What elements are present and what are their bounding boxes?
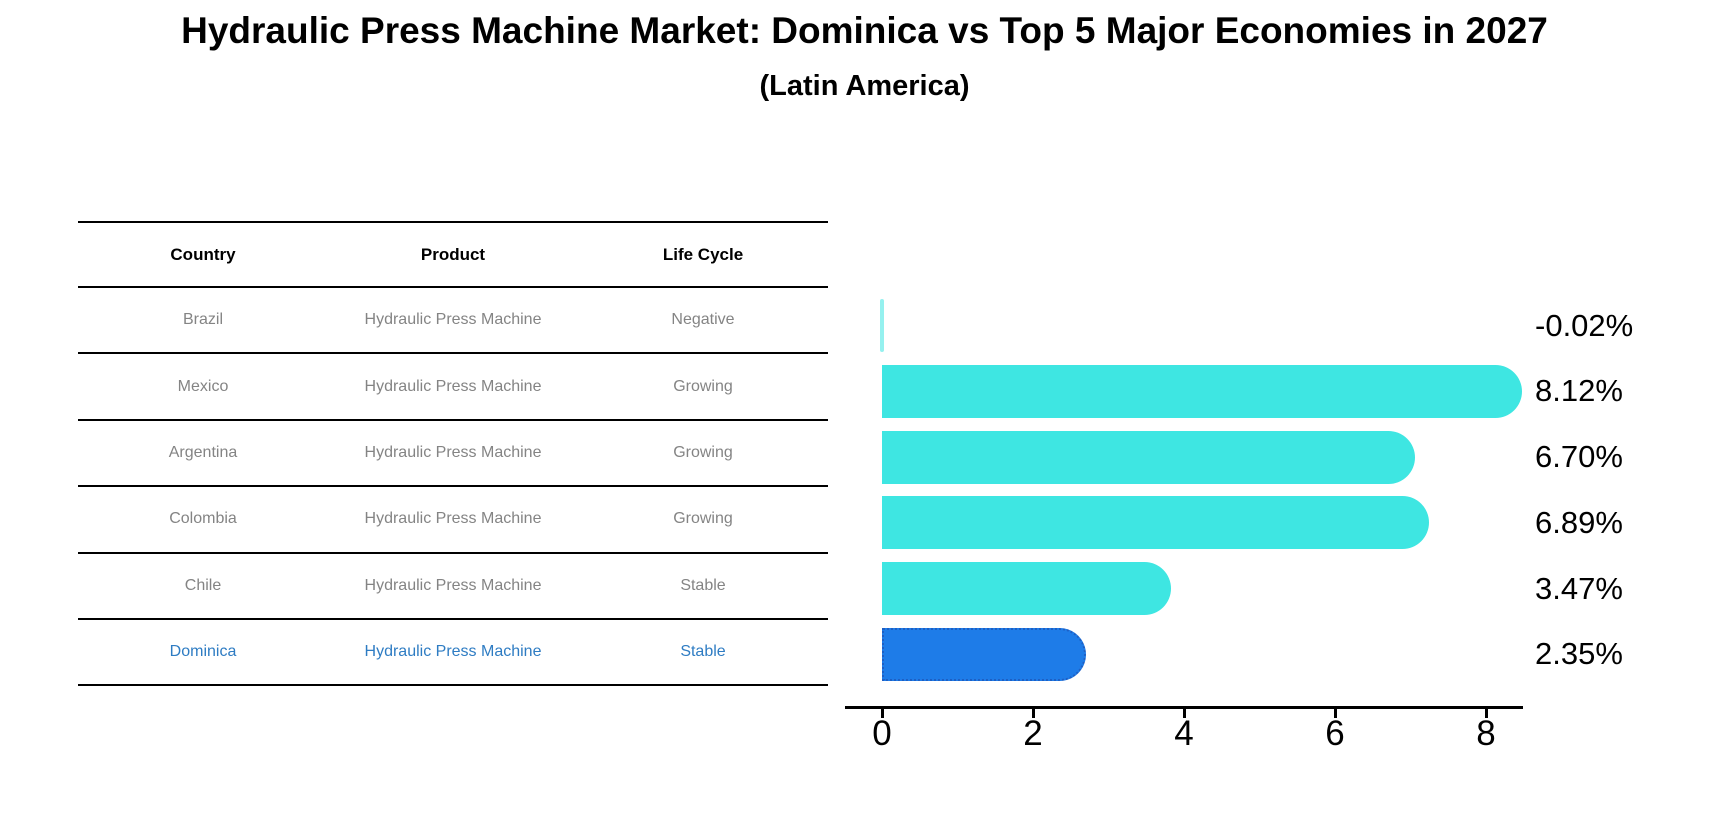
x-axis-tick-2 xyxy=(1031,709,1035,718)
table-row: Colombia Hydraulic Press Machine Growing xyxy=(78,486,828,553)
x-axis-line xyxy=(845,706,1523,709)
x-axis-tick-8 xyxy=(1484,709,1488,718)
value-label-brazil: -0.02% xyxy=(1535,307,1634,343)
bar-colombia xyxy=(882,496,1430,550)
x-axis-tick-4 xyxy=(1182,709,1186,718)
x-axis-tick-0 xyxy=(880,709,884,718)
table-row: Chile Hydraulic Press Machine Stable xyxy=(78,553,828,619)
x-axis-tick-6 xyxy=(1333,709,1337,718)
table-row: Mexico Hydraulic Press Machine Growing xyxy=(78,353,828,420)
cell-life-cycle: Stable xyxy=(680,643,726,661)
cell-product: Hydraulic Press Machine xyxy=(364,643,542,661)
x-axis-tick-label-2: 2 xyxy=(1023,714,1043,753)
value-label-dominica: 2.35% xyxy=(1535,636,1623,672)
cell-life-cycle: Growing xyxy=(673,443,733,461)
cell-product: Hydraulic Press Machine xyxy=(364,576,542,594)
bar-dominica xyxy=(882,627,1087,681)
value-label-chile: 3.47% xyxy=(1535,570,1623,606)
table-row: Brazil Hydraulic Press Machine Negative xyxy=(78,287,828,354)
cell-country: Colombia xyxy=(169,510,237,528)
value-label-argentina: 6.70% xyxy=(1535,439,1623,474)
value-label-colombia: 6.89% xyxy=(1535,504,1623,540)
cell-country: Argentina xyxy=(168,443,238,461)
x-axis-tick-label-8: 8 xyxy=(1476,714,1496,753)
cell-product: Hydraulic Press Machine xyxy=(364,377,542,395)
cell-life-cycle: Growing xyxy=(673,377,733,395)
cell-country: Mexico xyxy=(177,377,229,395)
x-axis-tick-label-6: 6 xyxy=(1325,714,1345,753)
cell-product: Hydraulic Press Machine xyxy=(364,443,542,461)
column-header-life-cycle: Life Cycle xyxy=(662,244,744,264)
table-header-row: Country Product Life Cycle xyxy=(78,222,828,287)
column-header-product: Product xyxy=(420,244,486,264)
chart-title: Hydraulic Press Machine Market: Dominica… xyxy=(181,10,1548,51)
cell-country: Chile xyxy=(184,576,222,594)
bar-mexico xyxy=(882,364,1523,418)
bar-argentina xyxy=(882,430,1415,484)
x-axis-tick-label-4: 4 xyxy=(1174,714,1194,753)
cell-life-cycle: Stable xyxy=(680,576,726,594)
table-row: Dominica Hydraulic Press Machine Stable xyxy=(78,619,828,686)
cell-life-cycle: Negative xyxy=(671,311,735,329)
cell-country: Brazil xyxy=(182,311,223,329)
country-info-table: Country Product Life Cycle Brazil Hydrau… xyxy=(78,221,828,686)
table-row: Argentina Hydraulic Press Machine Growin… xyxy=(78,420,828,487)
bar-chile xyxy=(882,562,1171,615)
chart-subtitle: (Latin America) xyxy=(759,70,970,102)
cell-country: Dominica xyxy=(169,643,237,661)
column-header-country: Country xyxy=(170,244,236,264)
cell-product: Hydraulic Press Machine xyxy=(364,510,542,528)
bar-brazil xyxy=(880,299,884,352)
x-axis-tick-label-0: 0 xyxy=(872,714,892,753)
cell-life-cycle: Growing xyxy=(673,510,733,528)
cell-product: Hydraulic Press Machine xyxy=(364,311,542,329)
value-label-mexico: 8.12% xyxy=(1535,373,1623,409)
